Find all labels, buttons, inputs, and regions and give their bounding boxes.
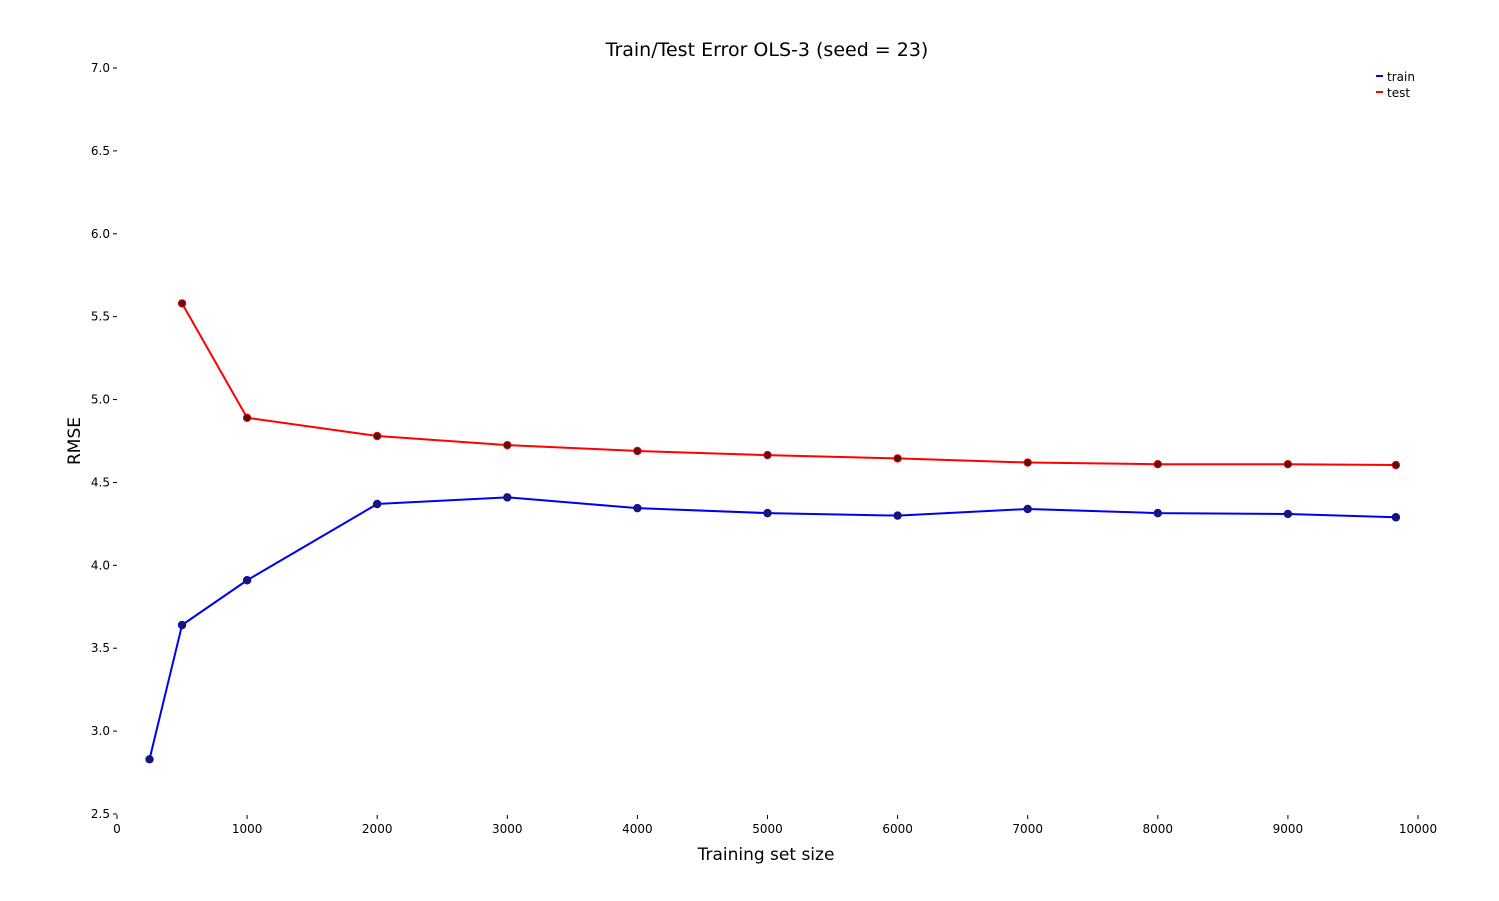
x-axis: 0 1000 2000 3000 4000 5000 6000 7000 8000 9000 100… xyxy=(113,815,1437,836)
y-tick-label: 4.5 xyxy=(91,475,110,489)
data-point-test xyxy=(1023,458,1032,467)
data-point-train xyxy=(177,620,187,630)
y-tick-label: 4.0 xyxy=(91,558,110,572)
data-point-train xyxy=(145,755,154,764)
x-tick-label: 5000 xyxy=(752,822,783,836)
data-point-train xyxy=(1391,513,1401,522)
y-tick-label: 6.5 xyxy=(91,144,110,158)
data-point-test xyxy=(177,299,187,308)
y-tick-label: 5.0 xyxy=(91,393,110,407)
x-tick-label: 10000 xyxy=(1399,822,1437,836)
data-point-test xyxy=(503,440,512,450)
y-tick-label: 6.0 xyxy=(91,227,110,241)
data-point-test xyxy=(763,450,772,460)
y-tick-label: 5.5 xyxy=(91,310,110,324)
series-line-test xyxy=(181,302,1396,467)
data-point-train xyxy=(633,503,642,513)
y-tick-label: 3.0 xyxy=(91,724,110,738)
y-tick-label: 7.0 xyxy=(91,61,110,75)
x-tick-label: 2000 xyxy=(362,822,393,836)
x-tick-label: 8000 xyxy=(1143,822,1174,836)
data-point-train xyxy=(763,508,772,518)
x-tick-label: 6000 xyxy=(882,822,913,836)
x-tick-label: 0 xyxy=(113,822,121,836)
data-point-test xyxy=(633,446,642,456)
chart-title: Train/Test Error OLS-3 (seed = 23) xyxy=(605,39,929,61)
x-tick-label: 1000 xyxy=(232,822,263,836)
data-point-train xyxy=(1153,508,1162,518)
series-train xyxy=(145,493,1401,764)
x-axis-title: Training set size xyxy=(697,845,835,865)
x-tick-label: 9000 xyxy=(1273,822,1304,836)
data-point-test xyxy=(1153,460,1162,469)
data-point-train xyxy=(1023,504,1032,514)
data-point-test xyxy=(373,431,382,441)
y-tick-label: 3.5 xyxy=(91,641,110,655)
legend-label-train: train xyxy=(1387,70,1415,84)
series-line-train xyxy=(148,496,1396,760)
data-point-test xyxy=(893,454,902,463)
legend-label-test: test xyxy=(1387,86,1410,100)
y-axis: 2.5 3.0 3.5 4.0 4.5 5.0 5.5 6.0 6.5 7.0 xyxy=(91,61,117,821)
legend: train test xyxy=(1376,70,1415,100)
x-tick-label: 7000 xyxy=(1012,822,1043,836)
data-point-test xyxy=(242,413,252,422)
data-point-test xyxy=(1391,460,1401,470)
data-point-train xyxy=(503,493,512,502)
data-point-train xyxy=(242,576,252,585)
series-test xyxy=(177,299,1401,470)
y-tick-label: 2.5 xyxy=(91,807,110,821)
x-tick-label: 3000 xyxy=(492,822,523,836)
data-point-train xyxy=(1283,509,1293,519)
data-point-train xyxy=(373,499,382,509)
y-axis-title: RMSE xyxy=(65,417,85,465)
data-point-train xyxy=(893,511,902,520)
data-point-test xyxy=(1283,460,1293,469)
series-layer xyxy=(145,299,1401,764)
x-tick-label: 4000 xyxy=(622,822,653,836)
